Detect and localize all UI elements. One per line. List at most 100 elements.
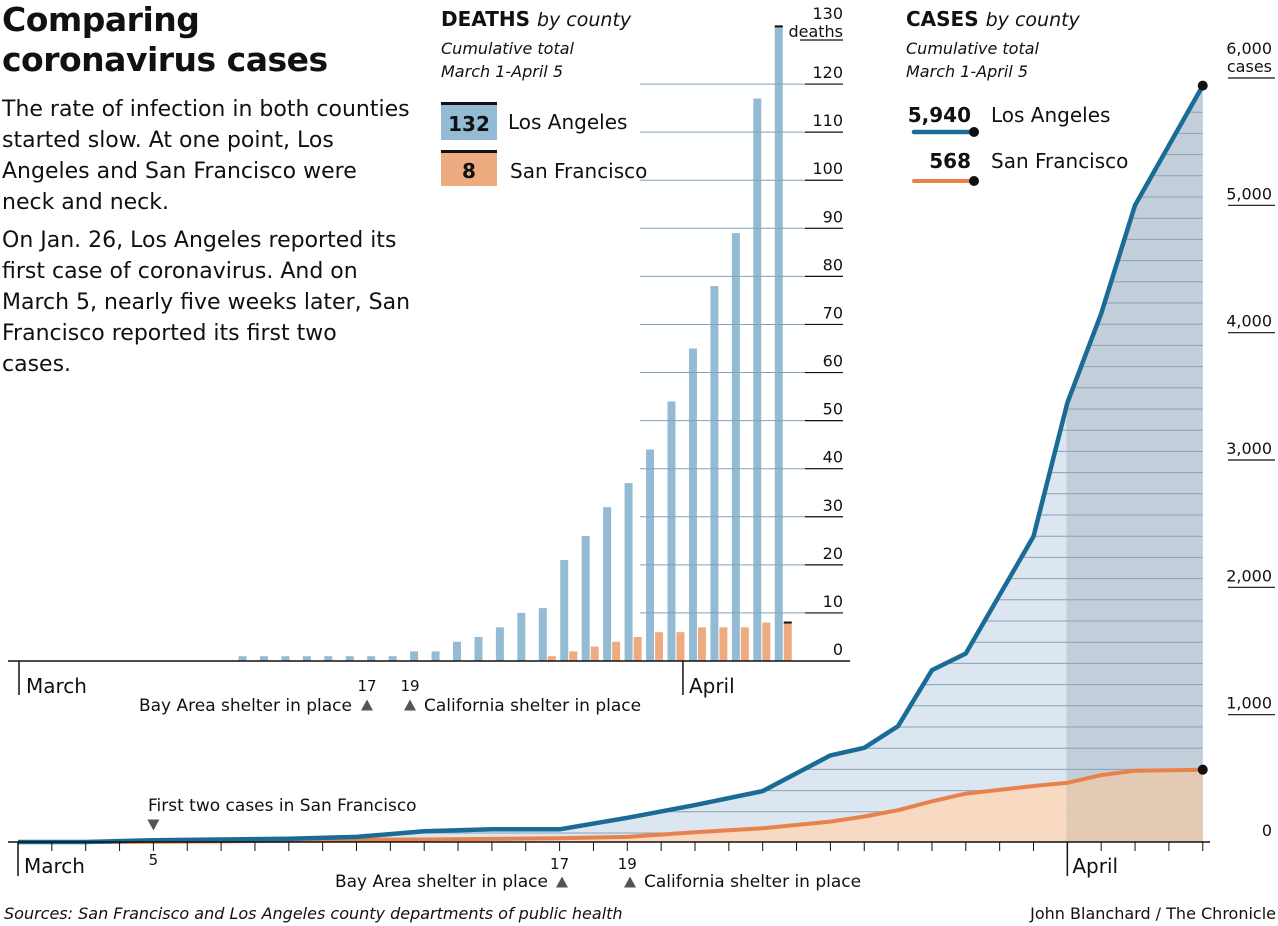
la-death-bar xyxy=(731,233,740,661)
cases-ytick-label: 4,000 xyxy=(1226,312,1272,331)
sf-death-bar xyxy=(697,627,706,661)
cases-xtick-19: 19 xyxy=(618,855,637,873)
deaths-subtitle: Cumulative total March 1-April 5 xyxy=(441,37,574,83)
sf-death-bar xyxy=(783,622,792,661)
la-death-bar xyxy=(410,651,419,661)
intro-paragraph-1: The rate of infection in both counties s… xyxy=(2,97,410,215)
sf-cases-area-march xyxy=(18,782,1067,842)
deaths-legend-sf-label: San Francisco xyxy=(510,159,648,183)
deaths-panel-title: DEATHS by county xyxy=(441,7,631,31)
cases-panel-title: CASES by county xyxy=(906,7,1080,31)
source-note: Sources: San Francisco and Los Angeles c… xyxy=(4,904,623,923)
cases-xtick-17: 17 xyxy=(550,855,569,873)
la-death-bar xyxy=(646,449,655,661)
sf-death-bar xyxy=(655,632,664,661)
deaths-ytick-label: 30 xyxy=(823,496,843,515)
deaths-ytick-label: 70 xyxy=(823,303,843,322)
la-death-bar xyxy=(345,656,354,661)
cases-ytick-label: 5,000 xyxy=(1226,184,1272,203)
la-death-bar xyxy=(603,507,612,661)
la-cases-line xyxy=(18,84,1205,845)
deaths-ytick-label: 20 xyxy=(823,544,843,563)
deaths-annotation-bay-area: Bay Area shelter in place xyxy=(139,696,352,716)
cases-legend-sf-dot xyxy=(969,176,979,186)
la-death-bar xyxy=(431,651,440,661)
page-title: Comparing coronavirus cases xyxy=(2,0,328,79)
la-death-bar xyxy=(495,627,504,661)
sf-death-bar xyxy=(762,622,771,661)
la-death-bar xyxy=(667,401,676,661)
cases-subtitle: Cumulative total March 1-April 5 xyxy=(906,37,1039,83)
cases-annotation-california: California shelter in place xyxy=(644,872,861,892)
cases-ytick-label: 1,000 xyxy=(1226,694,1272,713)
deaths-ytick-label: 0 xyxy=(833,640,843,659)
deaths-subtitle-line2: March 1-April 5 xyxy=(441,62,563,81)
deaths-ytick-label: 40 xyxy=(823,448,843,467)
cases-title-text: CASES xyxy=(906,7,979,31)
cases-annotation-first-sf: First two cases in San Francisco xyxy=(148,796,417,816)
cases-ytick-label: 2,000 xyxy=(1226,566,1272,585)
deaths-legend-sf-value: 8 xyxy=(441,150,497,186)
deaths-xtick-march: March xyxy=(26,674,87,698)
sf-death-bar xyxy=(612,641,621,661)
deaths-ytick-label: 80 xyxy=(823,255,843,274)
sf-death-bar xyxy=(590,646,599,661)
cases-legend-la-label: Los Angeles xyxy=(991,103,1111,127)
deaths-ytick-label: 10 xyxy=(823,592,843,611)
cases-xtick-april: April xyxy=(1072,854,1118,878)
deaths-ytick-label: 110 xyxy=(812,111,843,130)
deaths-legend-la-value: 132 xyxy=(441,102,497,140)
deaths-unit-label: deaths xyxy=(788,22,843,41)
cases-annotation-first-sf-marker xyxy=(147,819,160,831)
sf-death-bar xyxy=(633,636,642,661)
la-death-bar xyxy=(624,483,633,661)
la-death-bar xyxy=(238,656,247,661)
sf-death-bar xyxy=(719,627,728,661)
cases-xtick-5: 5 xyxy=(149,851,159,869)
cases-subtitle-line2: March 1-April 5 xyxy=(906,62,1028,81)
deaths-subtitle-line1: Cumulative total xyxy=(441,39,574,58)
deaths-ytick-label: 100 xyxy=(812,159,843,178)
cases-xtick-march: March xyxy=(24,854,85,878)
la-death-bar xyxy=(367,656,376,661)
deaths-annotation-california: California shelter in place xyxy=(424,696,641,716)
cases-annotation-bay-area: Bay Area shelter in place xyxy=(335,872,548,892)
la-death-bar xyxy=(474,636,483,661)
cases-legend-sf-label: San Francisco xyxy=(991,149,1129,173)
cases-unit-label: cases xyxy=(1227,57,1272,76)
deaths-annotation-california-marker xyxy=(404,699,416,711)
la-death-bar xyxy=(388,656,397,661)
intro-paragraph-2: On Jan. 26, Los Angeles reported its fir… xyxy=(2,228,411,377)
deaths-bars xyxy=(238,26,792,661)
deaths-title-suffix: by county xyxy=(536,9,632,31)
deaths-title-text: DEATHS xyxy=(441,7,530,31)
la-cases-area-april xyxy=(1066,85,1203,842)
la-cases-end-dot xyxy=(1197,80,1208,91)
sf-death-bar xyxy=(676,632,685,661)
deaths-ytick-label: 130 xyxy=(812,4,843,23)
la-death-bar xyxy=(453,641,461,661)
la-cases-area-march xyxy=(18,406,1067,842)
la-death-bar xyxy=(281,656,290,661)
deaths-xtick-17: 17 xyxy=(357,677,376,695)
la-death-bar xyxy=(688,348,697,661)
la-death-bar xyxy=(517,612,526,661)
la-death-bar xyxy=(774,26,783,661)
cases-legend-sf-value: 568 xyxy=(929,149,971,173)
deaths-ytick-label: 60 xyxy=(823,352,843,371)
cases-annotation-bay-area-marker xyxy=(556,876,568,888)
la-death-bar xyxy=(581,536,590,661)
cases-ytick-label: 6,000 xyxy=(1226,39,1272,58)
la-death-bar xyxy=(710,286,719,661)
sf-cases-end-dot xyxy=(1197,764,1208,775)
la-death-bar xyxy=(302,656,311,661)
cases-ytick-label: 0 xyxy=(1262,821,1272,840)
sf-death-bar xyxy=(547,656,556,661)
cases-legend-la-dot xyxy=(969,127,979,137)
deaths-xtick-april: April xyxy=(689,674,735,698)
sf-death-bar xyxy=(569,651,578,661)
cases-legend-la-value: 5,940 xyxy=(907,103,971,127)
la-death-bar xyxy=(753,98,762,661)
sf-cases-area-april xyxy=(1066,769,1203,842)
